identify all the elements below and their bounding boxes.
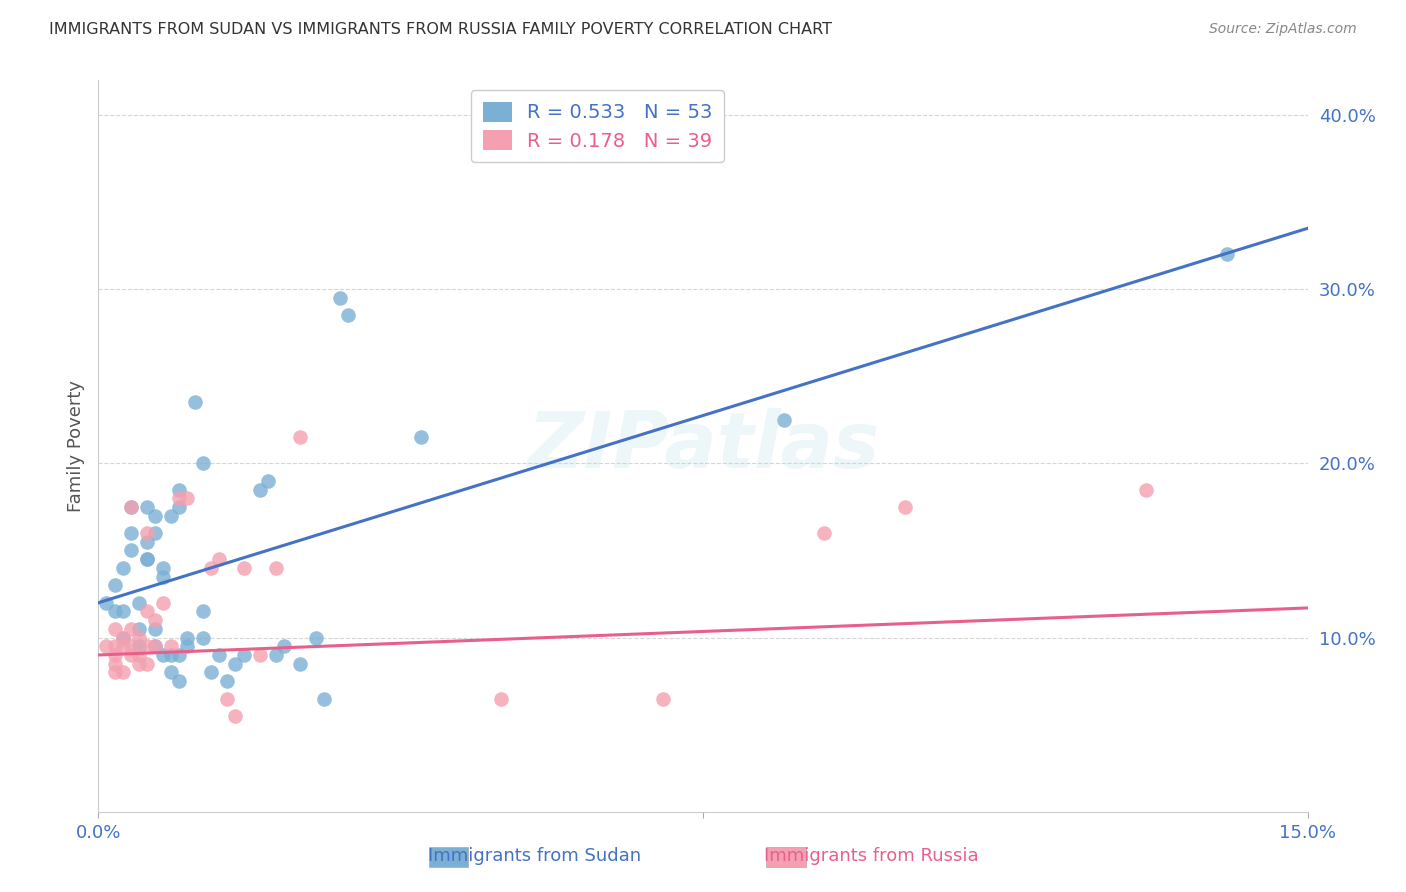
- Point: [167, 483, 190, 497]
- Point: [120, 500, 142, 514]
- Point: [143, 640, 166, 654]
- Text: ZIPatlas: ZIPatlas: [527, 408, 879, 484]
- Point: [111, 631, 134, 645]
- Point: [128, 640, 150, 654]
- Point: [249, 648, 271, 662]
- Point: [491, 691, 513, 706]
- Point: [193, 631, 215, 645]
- Point: [111, 561, 134, 575]
- Point: [128, 631, 150, 645]
- Text: IMMIGRANTS FROM SUDAN VS IMMIGRANTS FROM RUSSIA FAMILY POVERTY CORRELATION CHART: IMMIGRANTS FROM SUDAN VS IMMIGRANTS FROM…: [49, 22, 832, 37]
- Point: [176, 631, 198, 645]
- Point: [120, 622, 142, 636]
- Point: [217, 674, 239, 689]
- Point: [167, 648, 190, 662]
- Point: [160, 640, 183, 654]
- Point: [103, 640, 125, 654]
- Point: [128, 657, 150, 671]
- Point: [160, 648, 183, 662]
- Y-axis label: Family Poverty: Family Poverty: [66, 380, 84, 512]
- Point: [167, 500, 190, 514]
- Point: [232, 561, 254, 575]
- Point: [152, 648, 174, 662]
- Point: [160, 665, 183, 680]
- Point: [103, 622, 125, 636]
- Point: [314, 691, 336, 706]
- Point: [120, 640, 142, 654]
- Point: [1216, 247, 1239, 261]
- Point: [200, 665, 222, 680]
- Point: [1135, 483, 1157, 497]
- Legend: R = 0.533   N = 53, R = 0.178   N = 39: R = 0.533 N = 53, R = 0.178 N = 39: [471, 90, 724, 162]
- Point: [135, 604, 157, 618]
- Point: [143, 622, 166, 636]
- Point: [135, 500, 157, 514]
- Point: [232, 648, 254, 662]
- Point: [103, 657, 125, 671]
- Point: [893, 500, 915, 514]
- Point: [184, 395, 207, 409]
- Point: [409, 430, 432, 444]
- Point: [256, 474, 278, 488]
- Point: [96, 640, 118, 654]
- Point: [135, 657, 157, 671]
- Point: [135, 526, 157, 541]
- Point: [224, 657, 246, 671]
- Point: [128, 648, 150, 662]
- Point: [200, 561, 222, 575]
- Point: [111, 604, 134, 618]
- Point: [103, 665, 125, 680]
- Point: [143, 613, 166, 627]
- Point: [288, 430, 311, 444]
- Point: [152, 569, 174, 583]
- Point: [111, 631, 134, 645]
- Point: [651, 691, 673, 706]
- Point: [176, 491, 198, 506]
- Point: [160, 508, 183, 523]
- Point: [143, 508, 166, 523]
- Point: [264, 561, 287, 575]
- Point: [193, 457, 215, 471]
- Point: [96, 596, 118, 610]
- Text: Immigrants from Russia: Immigrants from Russia: [765, 847, 979, 865]
- Point: [167, 674, 190, 689]
- Point: [772, 413, 794, 427]
- Point: [111, 665, 134, 680]
- Text: Immigrants from Sudan: Immigrants from Sudan: [427, 847, 641, 865]
- Point: [193, 604, 215, 618]
- Point: [273, 640, 295, 654]
- Text: Source: ZipAtlas.com: Source: ZipAtlas.com: [1209, 22, 1357, 37]
- Point: [120, 526, 142, 541]
- Point: [135, 534, 157, 549]
- Point: [167, 491, 190, 506]
- Point: [103, 604, 125, 618]
- Point: [224, 709, 246, 723]
- Point: [120, 648, 142, 662]
- Point: [152, 561, 174, 575]
- Point: [217, 691, 239, 706]
- Point: [111, 640, 134, 654]
- Point: [103, 578, 125, 592]
- Point: [143, 640, 166, 654]
- Point: [103, 648, 125, 662]
- Point: [288, 657, 311, 671]
- Point: [337, 309, 360, 323]
- Point: [128, 596, 150, 610]
- Point: [120, 543, 142, 558]
- Point: [329, 291, 352, 305]
- Point: [120, 500, 142, 514]
- Point: [152, 596, 174, 610]
- Point: [208, 552, 231, 566]
- Point: [305, 631, 328, 645]
- Point: [135, 640, 157, 654]
- Point: [135, 552, 157, 566]
- Point: [264, 648, 287, 662]
- Point: [176, 640, 198, 654]
- Point: [813, 526, 835, 541]
- Point: [143, 526, 166, 541]
- Point: [135, 552, 157, 566]
- Point: [208, 648, 231, 662]
- Point: [249, 483, 271, 497]
- Point: [128, 622, 150, 636]
